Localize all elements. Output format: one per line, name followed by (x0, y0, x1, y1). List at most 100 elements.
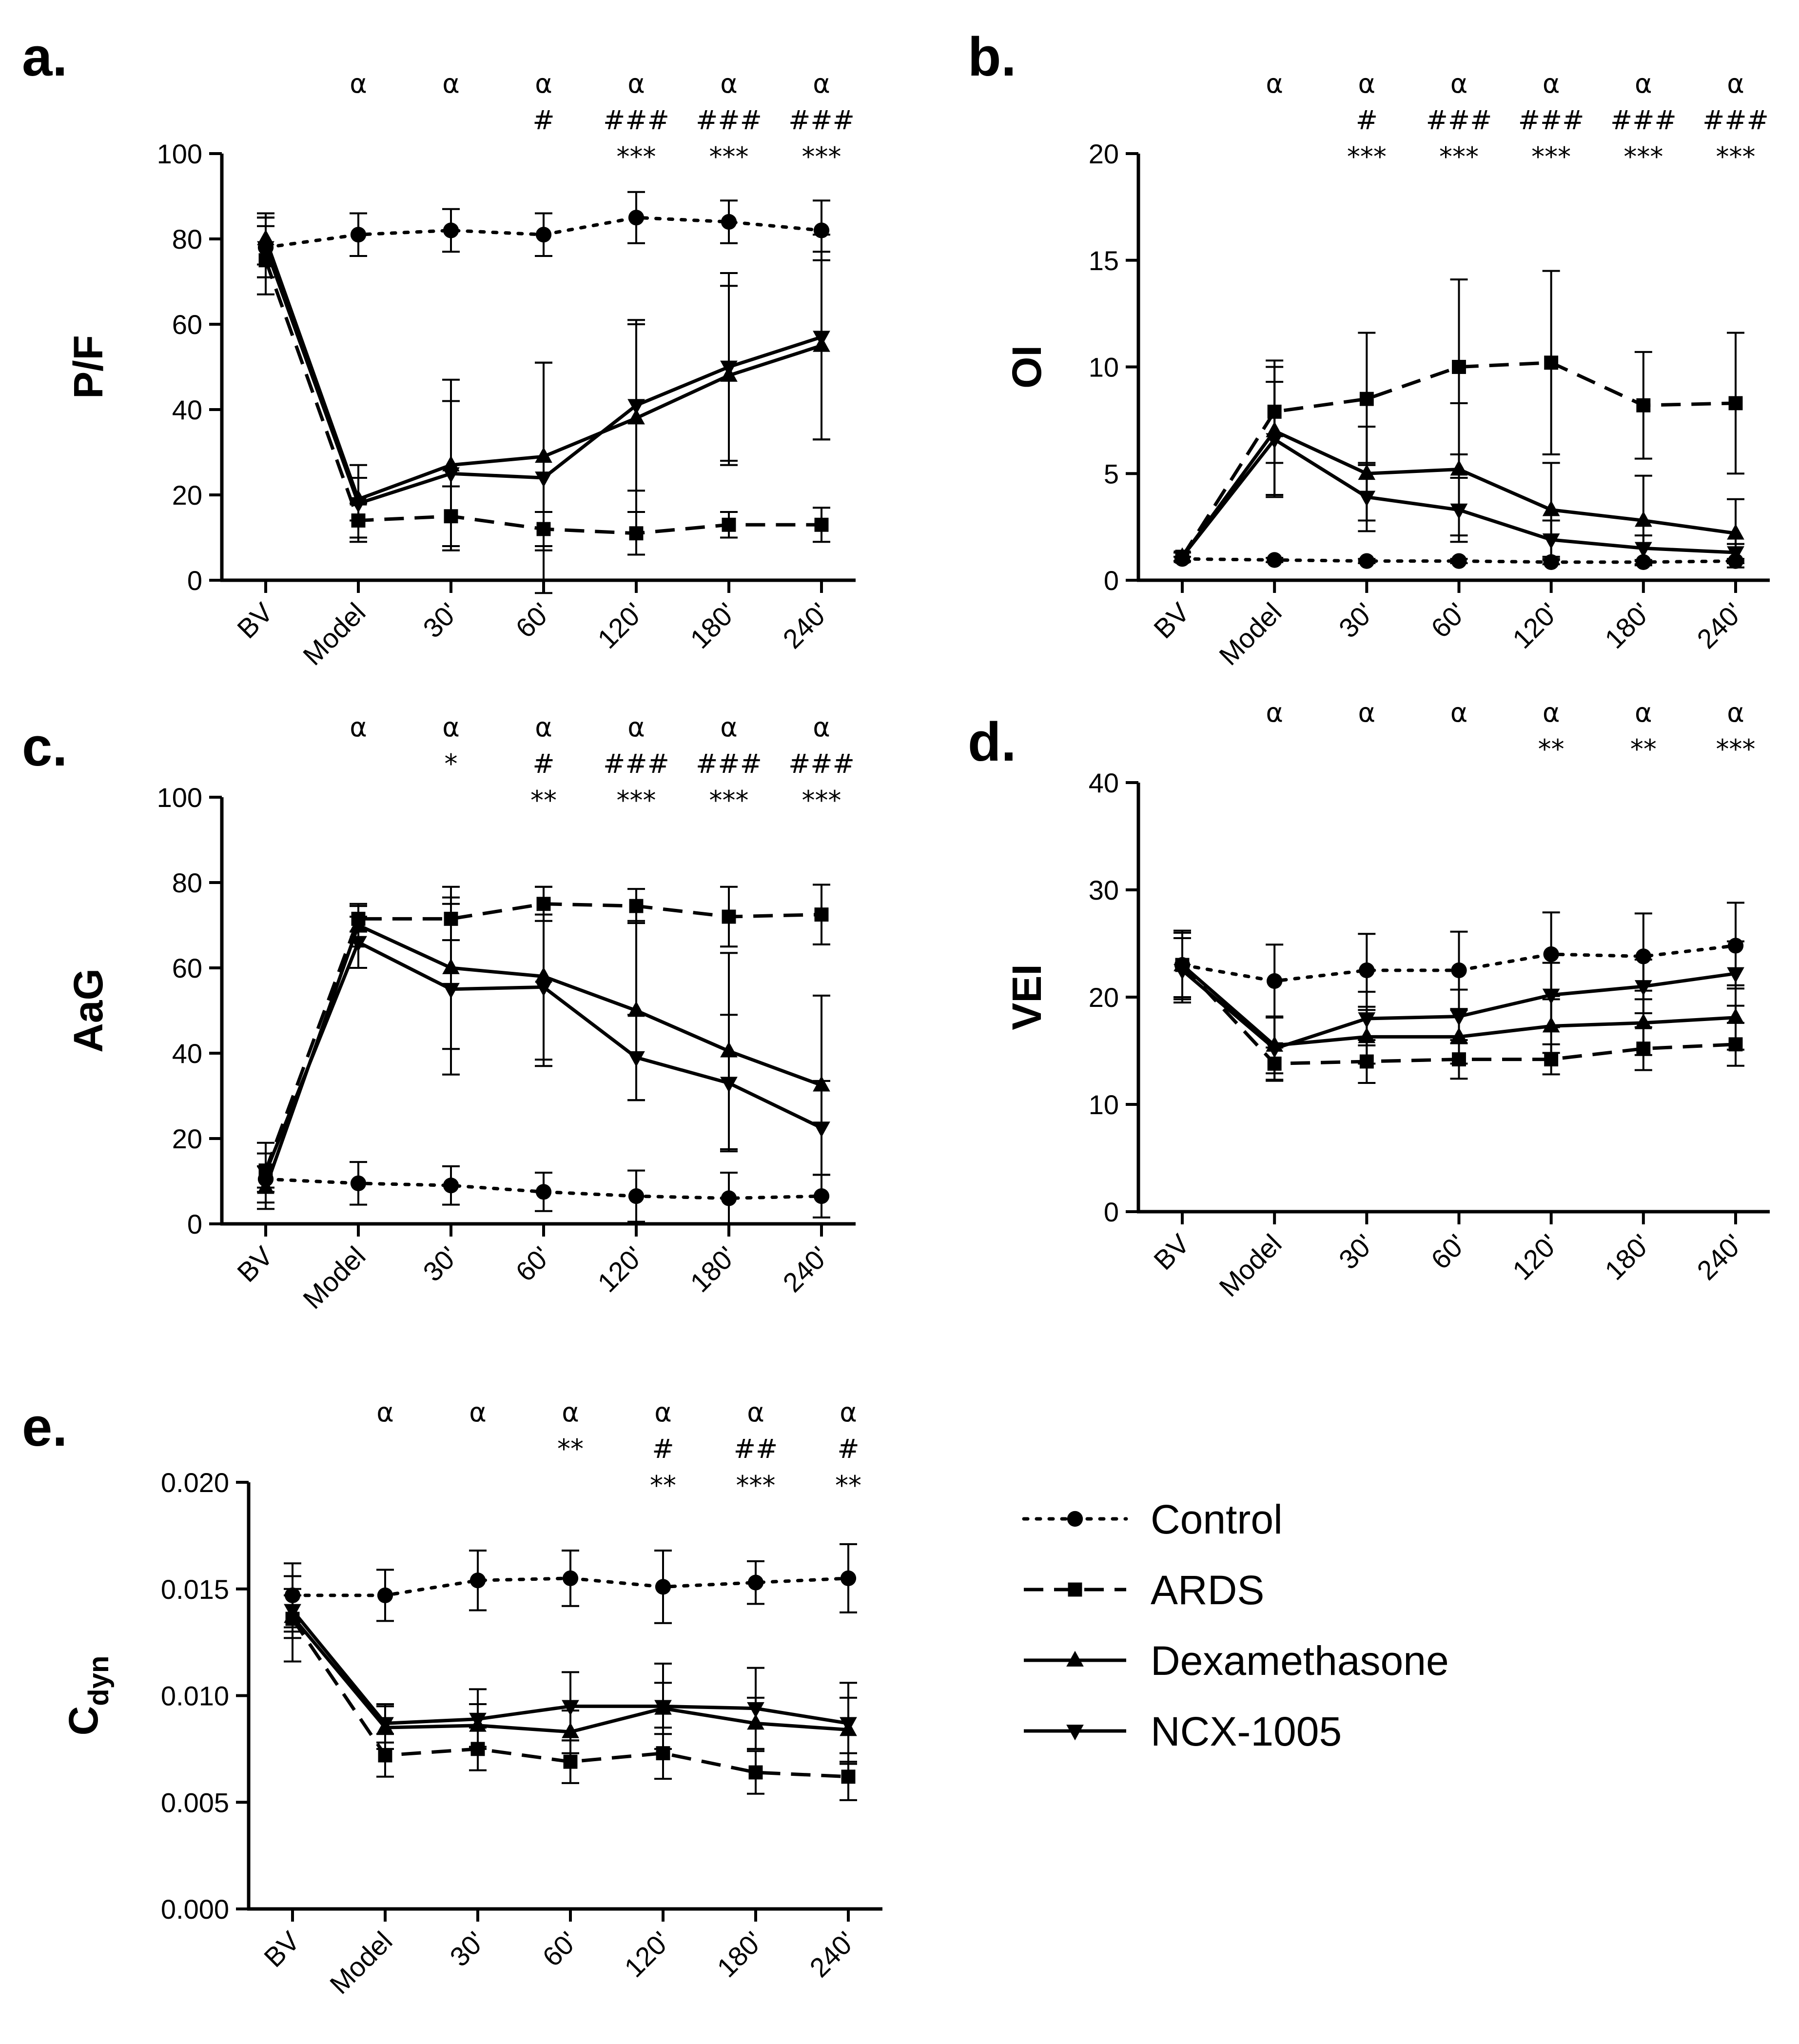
significance-marker: α (1727, 697, 1744, 728)
data-point (813, 331, 830, 347)
data-point (722, 517, 736, 532)
x-tick-label: BV (1148, 1228, 1195, 1276)
y-tick-label: 0 (187, 565, 202, 596)
data-point (628, 1188, 645, 1204)
legend-item-dexa: Dexamethasone (1024, 1638, 1449, 1684)
data-point (535, 981, 552, 997)
significance-marker: α (1543, 697, 1560, 728)
y-tick-label: 0.010 (161, 1681, 229, 1711)
series-control (284, 1543, 857, 1629)
data-point (350, 1175, 367, 1192)
significance-marker: α (813, 712, 830, 743)
significance-marker: α (1358, 697, 1376, 728)
significance-marker: *** (802, 785, 841, 816)
significance-marker: α (442, 712, 460, 743)
significance-marker: α (535, 68, 552, 99)
x-tick-label: 240' (1691, 1228, 1748, 1286)
panel-letter: b. (968, 26, 1017, 87)
significance-marker: *** (617, 141, 656, 172)
x-tick-label: 30' (1333, 1228, 1380, 1275)
data-point (627, 399, 645, 415)
x-tick-label: 30' (417, 1240, 464, 1287)
x-tick-label: 180' (684, 1240, 742, 1298)
significance-marker: α (376, 1397, 394, 1428)
data-point (1727, 967, 1744, 983)
data-point (720, 1077, 738, 1093)
data-point (442, 467, 460, 483)
series-ncx (257, 216, 830, 594)
data-point (1451, 553, 1467, 569)
panel-letter: d. (968, 711, 1017, 772)
data-point (562, 1570, 579, 1587)
data-point (1267, 552, 1283, 568)
data-point (562, 1700, 579, 1716)
significance-marker: ### (788, 748, 855, 779)
data-point (1359, 553, 1375, 569)
data-point (378, 1748, 392, 1763)
y-tick-label: 0.020 (161, 1467, 229, 1498)
panel-a: a. 0 20 40 60 80 100 BV Model 30' 60' 120' 180' 240' P… (22, 26, 856, 671)
significance-marker: ** (835, 1470, 861, 1501)
x-tick-label: 30' (1333, 597, 1380, 644)
x-tick-label: 120' (1506, 1228, 1564, 1286)
series-ncx (284, 1588, 857, 1765)
significance-marker: α (747, 1397, 764, 1428)
data-point (840, 1570, 857, 1587)
x-tick-label: 60' (1425, 597, 1472, 644)
x-tick-label: 60' (1425, 1228, 1472, 1275)
significance-marker: α (1543, 68, 1560, 99)
y-tick-label: 80 (172, 224, 202, 255)
y-tick-label: 0 (1104, 1197, 1119, 1227)
data-point (1634, 1013, 1652, 1029)
significance-marker: ** (557, 1434, 584, 1464)
y-tick-label: 0.000 (161, 1894, 229, 1925)
data-point (1543, 946, 1559, 963)
x-tick-label: 30' (417, 597, 464, 644)
x-tick-label: 120' (1506, 597, 1564, 654)
x-tick-label: 240' (777, 1240, 834, 1298)
panel-b: b. 0 5 10 15 20 BV Model 30' 60' 120' 180' 240' OI α α #… (968, 26, 1770, 671)
data-point (1173, 964, 1191, 980)
y-axis-label: P/F (65, 335, 111, 399)
y-tick-label: 60 (172, 309, 202, 340)
significance-marker: ### (696, 105, 762, 136)
significance-marker: ** (530, 785, 557, 816)
significance-marker: *** (1716, 734, 1756, 765)
significance-marker: *** (802, 141, 841, 172)
significance-marker: α (813, 68, 830, 99)
y-tick-label: 10 (1089, 352, 1119, 383)
data-point (1636, 398, 1651, 413)
significance-marker: α (1266, 68, 1283, 99)
data-point (442, 983, 460, 999)
x-tick-label: 180' (684, 597, 742, 654)
significance-marker: ### (1518, 105, 1584, 136)
y-tick-label: 5 (1104, 458, 1119, 489)
y-tick-label: 0 (187, 1209, 202, 1239)
data-point (376, 1717, 394, 1733)
y-axis-label: Cdyn (60, 1656, 115, 1736)
data-point (377, 1587, 393, 1604)
y-tick-label: 80 (172, 867, 202, 898)
significance-marker: ** (650, 1470, 676, 1501)
data-point (1359, 392, 1374, 406)
significance-marker: α (1635, 697, 1652, 728)
data-point (1634, 511, 1652, 527)
x-tick-label: 180' (711, 1926, 768, 1983)
data-point (814, 907, 829, 922)
data-point (655, 1579, 671, 1595)
data-point (814, 517, 829, 532)
legend-label: Control (1151, 1496, 1283, 1542)
series-control (1173, 551, 1744, 570)
significance-marker: α (442, 68, 460, 99)
data-point (721, 1190, 737, 1206)
x-tick-label: BV (231, 596, 279, 644)
data-point (469, 1572, 486, 1589)
data-point (1266, 433, 1284, 449)
x-tick-label: BV (231, 1240, 279, 1288)
x-tick-label: 240' (803, 1926, 861, 1983)
data-point (721, 214, 737, 230)
significance-marker: ### (1426, 105, 1492, 136)
data-point (1544, 355, 1559, 370)
significance-marker: *** (1716, 141, 1756, 172)
y-tick-label: 40 (172, 394, 202, 425)
